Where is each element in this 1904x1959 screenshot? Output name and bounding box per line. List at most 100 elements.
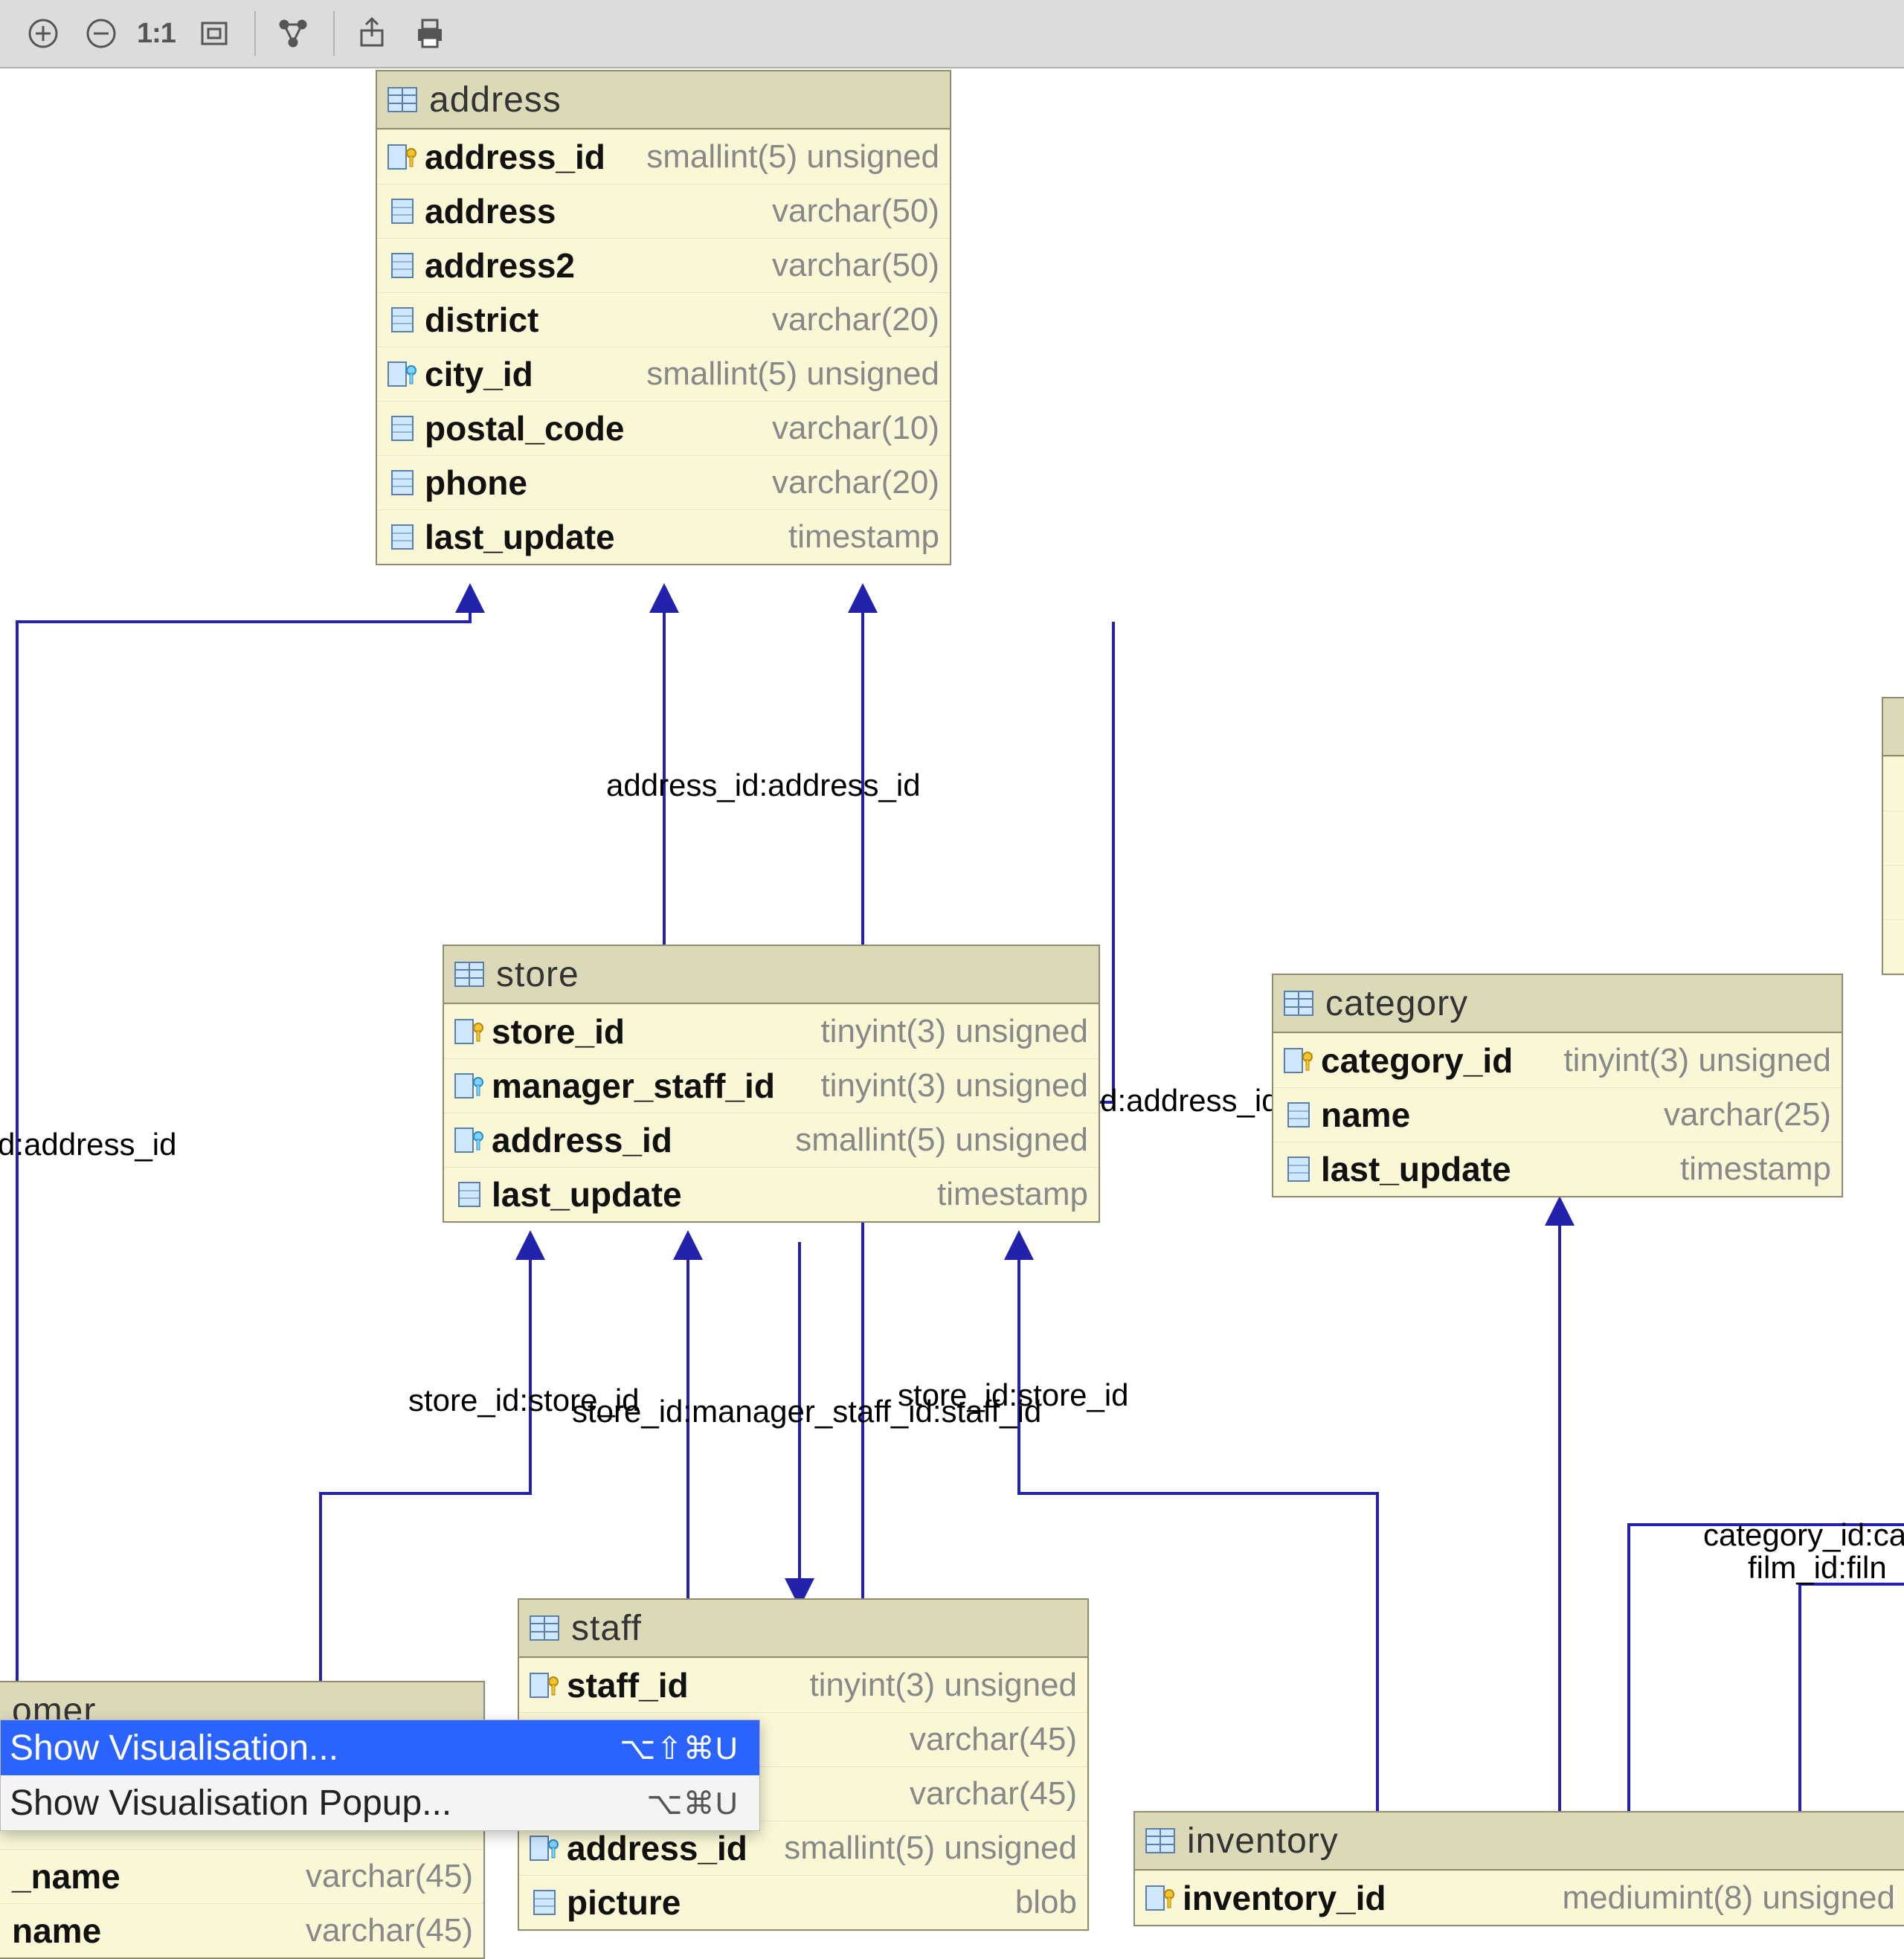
table-row[interactable]: name varchar(45) — [0, 1903, 483, 1958]
table-header[interactable]: address — [377, 71, 950, 129]
table-row[interactable]: picture blob — [519, 1875, 1087, 1929]
pk-icon — [1145, 1885, 1175, 1911]
column-icon — [1284, 1102, 1313, 1128]
context-menu-item-show-visualisation[interactable]: Show Visualisation... ⌥⇧⌘U — [1, 1720, 759, 1775]
column-name: last_update — [425, 517, 615, 557]
column-name: store_id — [492, 1011, 625, 1052]
edge-label: store_id:store_id — [898, 1377, 1129, 1413]
edge-label: film_id:filn — [1748, 1550, 1887, 1586]
table-row[interactable]: city_id smallint(5) unsigned — [377, 347, 950, 401]
table-icon — [454, 962, 484, 987]
table-header[interactable]: category — [1273, 975, 1842, 1033]
table-row[interactable]: address varchar(50) — [377, 184, 950, 238]
table-title: category — [1325, 983, 1468, 1024]
edge-label: category_id:cat — [1703, 1517, 1904, 1553]
column-name: city_id — [425, 354, 533, 394]
table-header[interactable]: staff — [519, 1600, 1087, 1658]
column-type: varchar(20) — [763, 464, 939, 501]
zoom-out-button[interactable] — [79, 11, 123, 56]
context-menu-item-label: Show Visualisation... — [10, 1728, 338, 1769]
context-menu[interactable]: Show Visualisation... ⌥⇧⌘U Show Visualis… — [0, 1720, 760, 1831]
table-row[interactable]: last_update timestamp — [1273, 1142, 1842, 1196]
table-row[interactable] — [1883, 919, 1904, 974]
column-type: smallint(5) unsigned — [775, 1830, 1077, 1867]
table-row[interactable]: last_update timestamp — [444, 1167, 1099, 1221]
column-type: varchar(45) — [297, 1912, 473, 1949]
column-icon — [387, 470, 417, 495]
column-type: varchar(25) — [1655, 1096, 1831, 1133]
export-button[interactable] — [350, 11, 394, 56]
column-type: timestamp — [928, 1176, 1088, 1213]
table-icon — [530, 1615, 559, 1641]
context-menu-item-shortcut: ⌥⌘U — [646, 1785, 739, 1821]
table-row[interactable]: last_update timestamp — [377, 509, 950, 564]
table-row[interactable]: address2 varchar(50) — [377, 238, 950, 292]
column-type: timestamp — [1671, 1151, 1831, 1188]
column-name: last_update — [1321, 1149, 1511, 1189]
table-row[interactable]: district varchar(20) — [377, 292, 950, 347]
column-name: phone — [425, 463, 527, 503]
table-row[interactable]: inventory_id mediumint(8) unsigned — [1135, 1870, 1904, 1925]
table-row[interactable]: manager_staff_id tinyint(3) unsigned — [444, 1058, 1099, 1113]
table-row[interactable]: postal_code varchar(10) — [377, 401, 950, 455]
table-header[interactable] — [1883, 698, 1904, 756]
table-row[interactable] — [1883, 865, 1904, 919]
edge-label: address_id:address_id — [606, 768, 921, 803]
context-menu-item-show-visualisation-popup[interactable]: Show Visualisation Popup... ⌥⌘U — [1, 1775, 759, 1830]
table-header[interactable]: store — [444, 946, 1099, 1004]
fk-icon — [530, 1836, 559, 1861]
pk-icon — [454, 1019, 484, 1044]
table-clipped-right[interactable] — [1882, 697, 1904, 975]
context-menu-item-label: Show Visualisation Popup... — [10, 1783, 451, 1824]
column-type: tinyint(3) unsigned — [811, 1067, 1088, 1104]
column-icon — [387, 416, 417, 441]
table-category[interactable]: category category_id tinyint(3) unsigned… — [1272, 974, 1843, 1197]
zoom-in-button[interactable] — [21, 11, 65, 56]
table-row[interactable]: category_id tinyint(3) unsigned — [1273, 1033, 1842, 1087]
column-name: address2 — [425, 245, 575, 286]
column-name: postal_code — [425, 408, 624, 448]
table-row[interactable]: phone varchar(20) — [377, 455, 950, 509]
table-row[interactable]: address_id smallint(5) unsigned — [377, 129, 950, 184]
column-icon — [387, 199, 417, 224]
table-title: address — [429, 80, 562, 120]
fk-icon — [454, 1128, 484, 1153]
column-name: address_id — [567, 1828, 747, 1868]
toolbar-separator — [333, 11, 335, 56]
table-row[interactable] — [1883, 756, 1904, 811]
toolbar: 1:1 — [0, 0, 1904, 68]
table-row[interactable]: address_id smallint(5) unsigned — [444, 1113, 1099, 1167]
table-row[interactable]: name varchar(25) — [1273, 1087, 1842, 1142]
fit-to-screen-button[interactable] — [192, 11, 237, 56]
table-row[interactable] — [1883, 811, 1904, 865]
table-address[interactable]: address address_id smallint(5) unsigned … — [376, 70, 951, 565]
column-type: timestamp — [779, 518, 939, 556]
column-type: varchar(20) — [763, 301, 939, 338]
table-row[interactable]: store_id tinyint(3) unsigned — [444, 1004, 1099, 1058]
column-type: smallint(5) unsigned — [786, 1122, 1088, 1159]
column-name: address_id — [492, 1120, 672, 1160]
column-name: last_update — [492, 1174, 682, 1215]
zoom-actual-button[interactable]: 1:1 — [137, 18, 176, 50]
column-name: staff_id — [567, 1665, 689, 1705]
fk-icon — [454, 1073, 484, 1098]
column-name: inventory_id — [1183, 1878, 1386, 1918]
table-store[interactable]: store store_id tinyint(3) unsigned manag… — [443, 945, 1100, 1223]
column-type: varchar(45) — [297, 1858, 473, 1895]
table-header[interactable]: inventory — [1135, 1812, 1904, 1870]
column-type: varchar(45) — [901, 1775, 1077, 1812]
column-type: smallint(5) unsigned — [637, 138, 939, 176]
table-row[interactable]: staff_id tinyint(3) unsigned — [519, 1658, 1087, 1712]
column-icon — [387, 253, 417, 278]
column-name: _name — [12, 1856, 120, 1897]
diagram-canvas[interactable]: address_id:address_id .id:address_id add… — [0, 67, 1904, 1904]
column-icon — [454, 1182, 484, 1207]
layout-button[interactable] — [271, 11, 315, 56]
print-button[interactable] — [408, 11, 452, 56]
column-type: mediumint(8) unsigned — [1553, 1879, 1895, 1917]
column-icon — [387, 307, 417, 332]
table-inventory[interactable]: inventory inventory_id mediumint(8) unsi… — [1133, 1811, 1904, 1926]
column-icon — [530, 1890, 559, 1915]
table-row[interactable]: _name varchar(45) — [0, 1849, 483, 1903]
column-type: varchar(45) — [901, 1721, 1077, 1758]
